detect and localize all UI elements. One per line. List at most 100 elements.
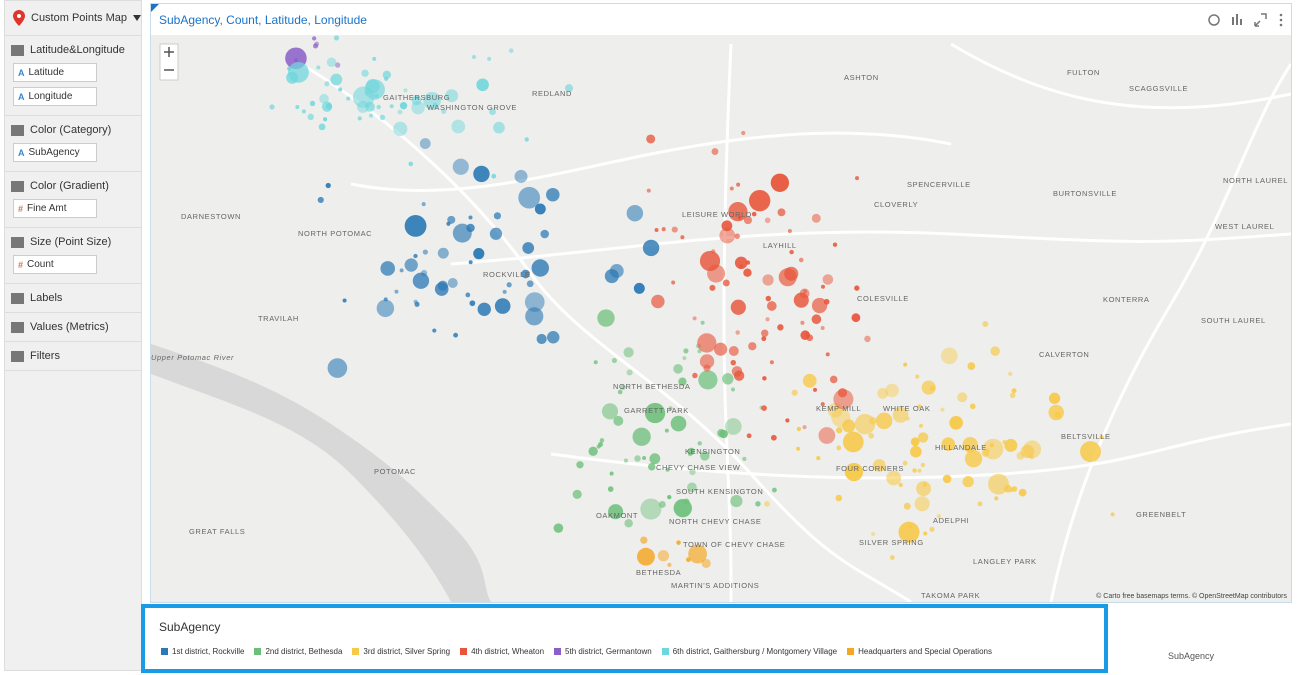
legend-swatch: [847, 648, 855, 655]
map-point: [293, 58, 299, 63]
section[interactable]: Color (Gradient) # Fine Amt: [5, 172, 141, 228]
map-point: [657, 550, 670, 562]
legend-item[interactable]: 2nd district, Bethesda: [254, 647, 342, 656]
map-point: [748, 342, 757, 351]
map-point: [892, 407, 909, 423]
map-point: [357, 116, 362, 121]
map-point: [646, 134, 656, 144]
legend-item[interactable]: 5th district, Germantown: [554, 647, 652, 656]
field-chip[interactable]: A SubAgency: [13, 143, 97, 162]
map-point: [820, 284, 825, 289]
map-point: [871, 532, 876, 537]
map-point: [658, 500, 666, 508]
section[interactable]: Labels: [5, 284, 141, 313]
field-icon: A: [18, 147, 25, 158]
map-point: [761, 329, 769, 337]
map-point: [711, 249, 716, 254]
map-point: [534, 203, 546, 215]
legend-item[interactable]: 6th district, Gaithersburg / Montgomery …: [661, 647, 837, 656]
map-point: [872, 459, 886, 472]
map-point: [811, 314, 822, 325]
map-point: [514, 169, 528, 183]
chart-icon[interactable]: [1232, 14, 1242, 25]
map-point: [447, 215, 456, 224]
field-chip[interactable]: A Latitude: [13, 63, 97, 82]
map-point: [719, 227, 736, 244]
map-point: [642, 455, 647, 460]
legend-item[interactable]: 3rd district, Silver Spring: [352, 647, 450, 656]
map-point: [491, 173, 497, 179]
map-point: [940, 407, 945, 412]
expand-icon[interactable]: [1254, 13, 1267, 27]
field-chip[interactable]: A Longitude: [13, 87, 97, 106]
field-icon: #: [18, 203, 24, 214]
map-point: [700, 451, 710, 461]
focus-icon[interactable]: [1208, 14, 1220, 26]
map-point: [680, 235, 685, 240]
map-point: [576, 461, 584, 469]
map-point: [421, 202, 426, 207]
legend-item[interactable]: 1st district, Rockville: [161, 647, 244, 656]
section-title: Labels: [30, 292, 63, 304]
map-point: [678, 377, 687, 386]
zoom-control[interactable]: [159, 43, 179, 81]
field-name: Latitude: [28, 67, 65, 78]
map-point: [393, 121, 408, 137]
map-point: [700, 320, 705, 325]
legend-swatch: [161, 648, 168, 655]
legend-item[interactable]: Headquarters and Special Operations: [847, 647, 992, 656]
place-label: DARNESTOWN: [181, 212, 241, 221]
field-chip[interactable]: # Count: [13, 255, 97, 274]
section[interactable]: Latitude&Longitude A Latitude A Longitude: [5, 36, 141, 116]
section[interactable]: Values (Metrics): [5, 313, 141, 342]
map-point: [800, 320, 805, 325]
map-point: [412, 272, 430, 289]
map-point: [711, 148, 719, 156]
map-point: [728, 202, 748, 222]
section-header: Color (Category): [11, 122, 136, 138]
field-chip[interactable]: # Fine Amt: [13, 199, 97, 218]
map-point: [836, 427, 843, 434]
map-point: [915, 374, 920, 379]
legend-label: 4th district, Wheaton: [471, 647, 545, 656]
map-point: [342, 298, 347, 303]
place-label: GREAT FALLS: [189, 527, 245, 536]
field-name: Count: [27, 259, 54, 270]
chart-type-selector[interactable]: Custom Points Map: [5, 1, 141, 36]
map-point: [620, 384, 626, 390]
pin-icon: [13, 10, 25, 26]
section[interactable]: Size (Point Size) # Count: [5, 228, 141, 284]
menu-icon[interactable]: [1279, 13, 1283, 17]
legend-item[interactable]: 4th district, Wheaton: [460, 647, 544, 656]
map-point: [842, 419, 856, 433]
map-point: [764, 501, 770, 507]
place-label: CHEVY CHASE VIEW: [656, 463, 741, 472]
section[interactable]: Filters: [5, 342, 141, 371]
map-point: [920, 462, 925, 467]
map-point: [770, 173, 790, 192]
map-point: [730, 299, 746, 315]
field-icon: A: [18, 91, 25, 102]
section-title: Size (Point Size): [30, 236, 112, 248]
map-point: [451, 119, 466, 134]
map-point: [697, 333, 717, 353]
section[interactable]: Color (Category) A SubAgency: [5, 116, 141, 172]
zoom-buttons[interactable]: [164, 47, 174, 71]
map-point: [489, 227, 503, 240]
map-point: [596, 444, 601, 449]
map-point: [730, 494, 743, 508]
map-point: [452, 158, 469, 175]
place-label: BURTONSVILLE: [1053, 189, 1117, 198]
map-point: [1018, 488, 1027, 497]
section-header: Size (Point Size): [11, 234, 136, 250]
map-point: [990, 346, 1000, 356]
field-icon: #: [18, 259, 24, 270]
toolbar[interactable]: [1208, 13, 1283, 27]
map-point: [777, 208, 786, 217]
map-point: [324, 81, 330, 87]
map-point: [864, 335, 871, 343]
map-point: [692, 372, 698, 379]
footer-label: SubAgency: [1168, 651, 1215, 661]
map-point: [855, 176, 860, 181]
map-point: [875, 412, 893, 430]
